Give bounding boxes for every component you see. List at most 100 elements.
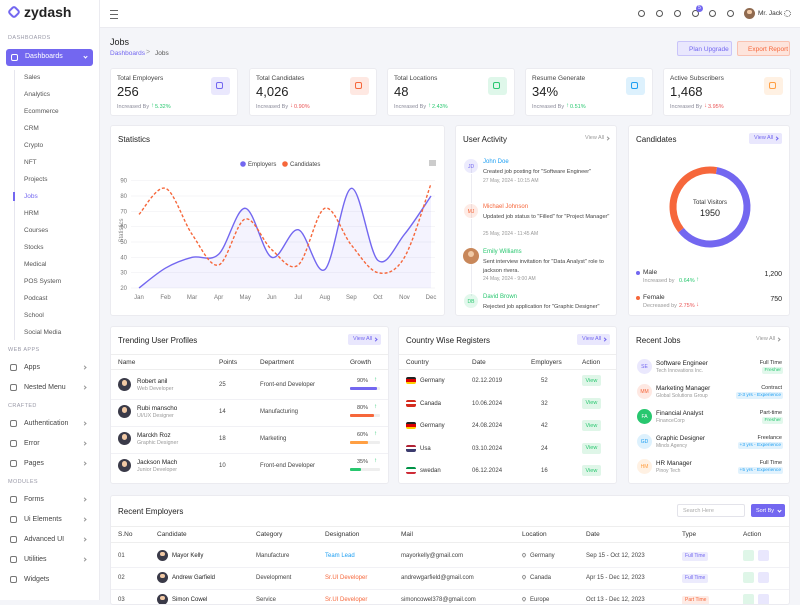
button[interactable]: Export Report [737, 41, 790, 56]
job-type: Full Time [759, 360, 782, 366]
flag-stripe [406, 467, 416, 470]
breadcrumb[interactable]: Dashboards [110, 50, 146, 57]
chevron [82, 537, 87, 542]
action-button[interactable] [743, 594, 754, 604]
legend-value: 1,200 [764, 271, 782, 278]
submenu-item[interactable]: HRM [24, 210, 39, 217]
profile-name: Marckh Roz [137, 432, 171, 439]
job-title[interactable]: Financial Analyst [656, 410, 704, 417]
submenu-item[interactable]: Podcast [24, 295, 48, 302]
view-all-button[interactable]: View All [751, 334, 784, 345]
view-button[interactable]: View [582, 420, 601, 431]
x-tick-label: May [240, 295, 251, 301]
trend-arrow: ↑ [696, 277, 699, 283]
top-icon[interactable] [638, 10, 645, 17]
menu-item[interactable]: Utilities [24, 556, 47, 563]
submenu-item[interactable]: POS System [24, 278, 62, 285]
submenu-item[interactable]: Projects [24, 176, 48, 183]
flag-stripe [406, 469, 416, 472]
statistics-card: Statistics 20 30 40 50 60 70 80 90 Statistics Jan F… [110, 125, 445, 316]
job-company: Tech Innovations Inc. [656, 368, 703, 374]
view-all-button[interactable]: View All [749, 133, 782, 144]
settings-icon[interactable] [784, 10, 791, 17]
top-icon[interactable] [656, 10, 663, 17]
activity-name[interactable]: John Doe [483, 159, 509, 165]
job-avatar: FA [637, 409, 652, 424]
card-title: Statistics [118, 135, 151, 144]
submenu-item[interactable]: School [24, 312, 44, 319]
menu-item[interactable]: Pages [24, 460, 44, 467]
view-button[interactable]: View [582, 442, 601, 454]
menu-toggle[interactable] [110, 18, 118, 19]
legend-value: 750 [770, 296, 782, 303]
card-title: Trending User Profiles [118, 336, 198, 345]
menu-toggle[interactable] [110, 14, 118, 15]
kpi-value: 1,468 [670, 84, 703, 99]
submenu-item[interactable]: CRM [24, 125, 39, 132]
submenu-item[interactable]: Ecommerce [24, 108, 59, 115]
menu-item[interactable]: Apps [24, 364, 40, 371]
submenu-item[interactable]: Jobs [24, 193, 38, 200]
kpi-title: Total Employers [117, 75, 164, 82]
menu-toggle[interactable] [110, 10, 118, 11]
submenu-item[interactable]: Sales [24, 74, 41, 81]
menu-item[interactable]: Error [24, 440, 40, 447]
top-icon[interactable] [709, 10, 716, 17]
view-label: View [585, 400, 598, 406]
submenu-item[interactable]: Social Media [24, 329, 62, 336]
menu-item[interactable]: Ui Elements [24, 516, 62, 523]
department: Marketing [260, 436, 287, 442]
menu-item[interactable]: Widgets [24, 576, 50, 583]
activity-name[interactable]: Emily Williams [483, 249, 522, 255]
job-company: Minds Agency [656, 443, 688, 449]
icon [769, 82, 776, 89]
search-input[interactable]: Search Here [677, 504, 745, 517]
job-title[interactable]: Graphic Designer [656, 435, 705, 442]
menu-item[interactable]: Authentication [24, 420, 69, 427]
top-icon[interactable] [692, 10, 699, 17]
submenu-item[interactable]: Medical [24, 261, 47, 268]
job-title[interactable]: Software Engineer [656, 360, 708, 367]
flag-stripe [406, 426, 416, 429]
top-icon[interactable] [674, 10, 681, 17]
submenu-item[interactable]: Crypto [24, 142, 44, 149]
view-button[interactable]: View [582, 465, 601, 476]
sort-button[interactable]: Sort By [751, 504, 785, 517]
submenu-item[interactable]: NFT [24, 159, 37, 166]
growth-label: 35% [357, 459, 369, 465]
view-button[interactable]: View [582, 397, 601, 409]
view-all-button[interactable]: View All [348, 334, 381, 345]
trend-arrow: ↑ [428, 103, 431, 109]
action-button[interactable] [758, 594, 769, 604]
job-title[interactable]: Marketing Manager [656, 385, 711, 392]
user-name[interactable]: Mr. Jack [758, 10, 783, 17]
action-button[interactable] [743, 572, 754, 583]
activity-name[interactable]: David Brown [483, 294, 518, 300]
action-button[interactable] [743, 550, 754, 561]
button[interactable]: Plan Upgrade [677, 41, 732, 56]
view-button[interactable]: View [582, 375, 601, 386]
table-header-bg [399, 354, 616, 370]
action-button[interactable] [758, 550, 769, 561]
submenu-item[interactable]: Stocks [24, 244, 44, 251]
kpi-card: Total Candidates 4,026 Increased By ↓ 0.90% [249, 68, 377, 116]
flag-stripe [406, 446, 416, 450]
view-all-button[interactable]: View All [580, 133, 613, 144]
menu-item-active[interactable]: Dashboards [6, 49, 93, 66]
submenu-item[interactable]: Courses [24, 227, 49, 234]
icon [10, 556, 17, 563]
country: swedan [420, 468, 441, 474]
menu-item[interactable]: Nested Menu [24, 384, 66, 391]
job-title[interactable]: HR Manager [656, 460, 692, 467]
action-button[interactable] [758, 572, 769, 583]
menu-item[interactable]: Advanced UI [24, 536, 65, 543]
row-divider [111, 567, 789, 568]
menu-item[interactable]: Forms [24, 496, 44, 503]
view-all-button[interactable]: View All [577, 334, 610, 345]
submenu-item[interactable]: Analytics [24, 91, 51, 98]
top-icon[interactable] [727, 10, 734, 17]
icon [10, 460, 17, 467]
points: 10 [219, 463, 226, 469]
activity-name[interactable]: Michael Johnson [483, 204, 529, 210]
